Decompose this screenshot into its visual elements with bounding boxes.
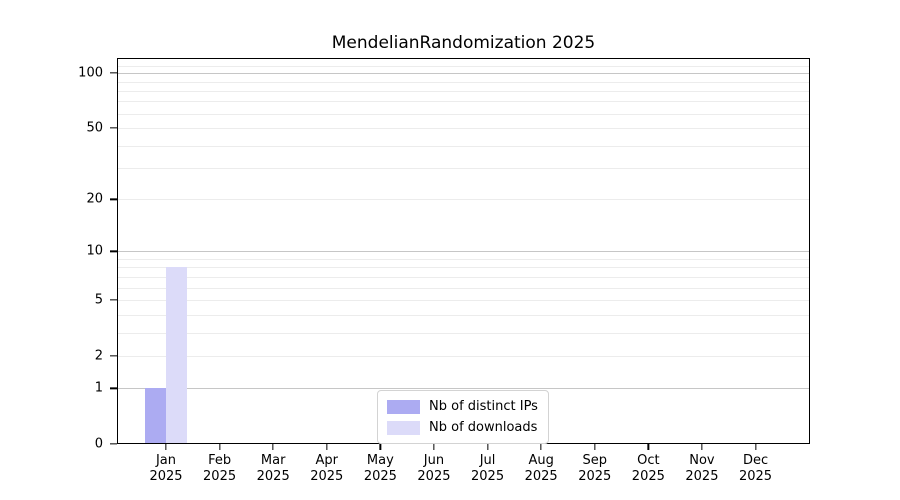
y-tick-label: 0	[94, 436, 103, 452]
x-tick-mark	[433, 444, 435, 450]
x-tick-label: May 2025	[352, 453, 408, 485]
y-tick-label: 2	[94, 348, 103, 364]
plot-area	[117, 58, 810, 444]
x-tick-label: Sep 2025	[567, 453, 623, 485]
gridline-minor	[117, 332, 810, 334]
x-tick-label: Jun 2025	[406, 453, 462, 485]
gridline-minor	[117, 65, 810, 67]
y-tick-mark	[110, 127, 117, 129]
x-tick-mark	[326, 444, 328, 450]
legend-item: Nb of downloads	[387, 417, 538, 438]
x-tick-label: Mar 2025	[245, 453, 301, 485]
y-tick-label: 50	[86, 120, 103, 136]
x-tick-year: 2025	[471, 469, 505, 484]
x-tick-mark	[647, 444, 649, 450]
y-tick-label: 10	[86, 243, 103, 259]
y-tick-mark	[110, 250, 117, 252]
legend-item: Nb of distinct IPs	[387, 396, 538, 417]
gridline-minor	[117, 287, 810, 289]
legend-swatch-distinct-ips	[387, 399, 420, 414]
x-tick-year: 2025	[631, 469, 665, 484]
gridline-major	[117, 251, 810, 253]
chart-title: MendelianRandomization 2025	[331, 33, 596, 53]
x-tick-month: Jan	[155, 453, 176, 468]
gridline-minor	[117, 168, 810, 170]
gridline-minor	[117, 199, 810, 201]
gridline-minor	[117, 267, 810, 269]
x-tick-label: Feb 2025	[192, 453, 248, 485]
gridline-minor	[117, 113, 810, 115]
x-tick-year: 2025	[738, 469, 773, 484]
x-tick-month: Jul	[479, 453, 496, 468]
legend: Nb of distinct IPs Nb of downloads	[377, 390, 549, 444]
x-tick-mark	[540, 444, 542, 450]
gridline-minor	[117, 258, 810, 260]
gridline-minor	[117, 314, 810, 316]
gridline-minor	[117, 355, 810, 357]
x-tick-label: Dec 2025	[728, 453, 784, 485]
y-tick-mark	[110, 198, 117, 201]
gridline-minor	[117, 101, 810, 103]
x-tick-year: 2025	[149, 469, 183, 484]
gridline-minor	[117, 276, 810, 278]
x-tick-label: Jul 2025	[460, 453, 516, 485]
x-tick-month: May	[366, 453, 394, 468]
legend-label-distinct-ips: Nb of distinct IPs	[429, 399, 538, 414]
y-tick-mark	[110, 355, 117, 357]
y-tick-mark	[110, 72, 117, 74]
x-tick-month: Oct	[637, 453, 660, 468]
x-tick-year: 2025	[578, 469, 612, 484]
x-tick-mark	[486, 444, 489, 450]
gridline-major	[117, 388, 810, 390]
x-tick-year: 2025	[363, 469, 397, 484]
x-tick-mark	[218, 444, 221, 450]
x-tick-label: Aug 2025	[513, 453, 569, 485]
x-tick-year: 2025	[310, 469, 344, 484]
x-tick-month: Jun	[423, 453, 445, 468]
legend-label-downloads: Nb of downloads	[429, 420, 538, 435]
gridline-minor	[117, 128, 810, 130]
y-tick-label: 100	[78, 65, 103, 81]
legend-swatch-downloads	[387, 420, 420, 435]
x-tick-year: 2025	[417, 469, 451, 484]
x-tick-month: Aug	[528, 453, 554, 468]
x-tick-mark	[165, 444, 167, 450]
y-tick-mark	[110, 299, 117, 301]
gridline-major	[117, 73, 810, 75]
y-tick-label: 20	[86, 191, 103, 207]
x-tick-label: Apr 2025	[299, 453, 355, 485]
x-tick-mark	[272, 444, 274, 450]
bar-downloads	[165, 267, 188, 444]
x-tick-mark	[701, 444, 703, 450]
bar-distinct-ips	[144, 388, 166, 444]
x-tick-label: Oct 2025	[620, 453, 676, 485]
x-tick-mark	[754, 444, 757, 450]
y-tick-mark	[110, 443, 117, 445]
y-tick-label: 1	[94, 380, 103, 396]
y-tick-mark	[110, 387, 117, 389]
x-tick-month: Mar	[260, 453, 286, 468]
gridline-minor	[117, 90, 810, 92]
x-tick-month: Apr	[315, 453, 339, 468]
gridline-minor	[117, 145, 810, 147]
x-tick-year: 2025	[685, 469, 719, 484]
x-tick-year: 2025	[256, 469, 290, 484]
x-tick-year: 2025	[203, 469, 237, 484]
x-tick-label: Jan 2025	[138, 453, 194, 485]
x-tick-mark	[379, 444, 382, 450]
x-tick-month: Dec	[742, 453, 769, 468]
x-tick-label: Nov 2025	[674, 453, 730, 485]
x-tick-month: Sep	[582, 453, 607, 468]
x-tick-month: Nov	[689, 453, 715, 468]
gridline-minor	[117, 81, 810, 83]
gridline-minor	[117, 300, 810, 302]
x-tick-month: Feb	[208, 453, 232, 468]
x-tick-mark	[594, 444, 596, 450]
x-tick-year: 2025	[524, 469, 558, 484]
y-tick-label: 5	[94, 292, 103, 308]
